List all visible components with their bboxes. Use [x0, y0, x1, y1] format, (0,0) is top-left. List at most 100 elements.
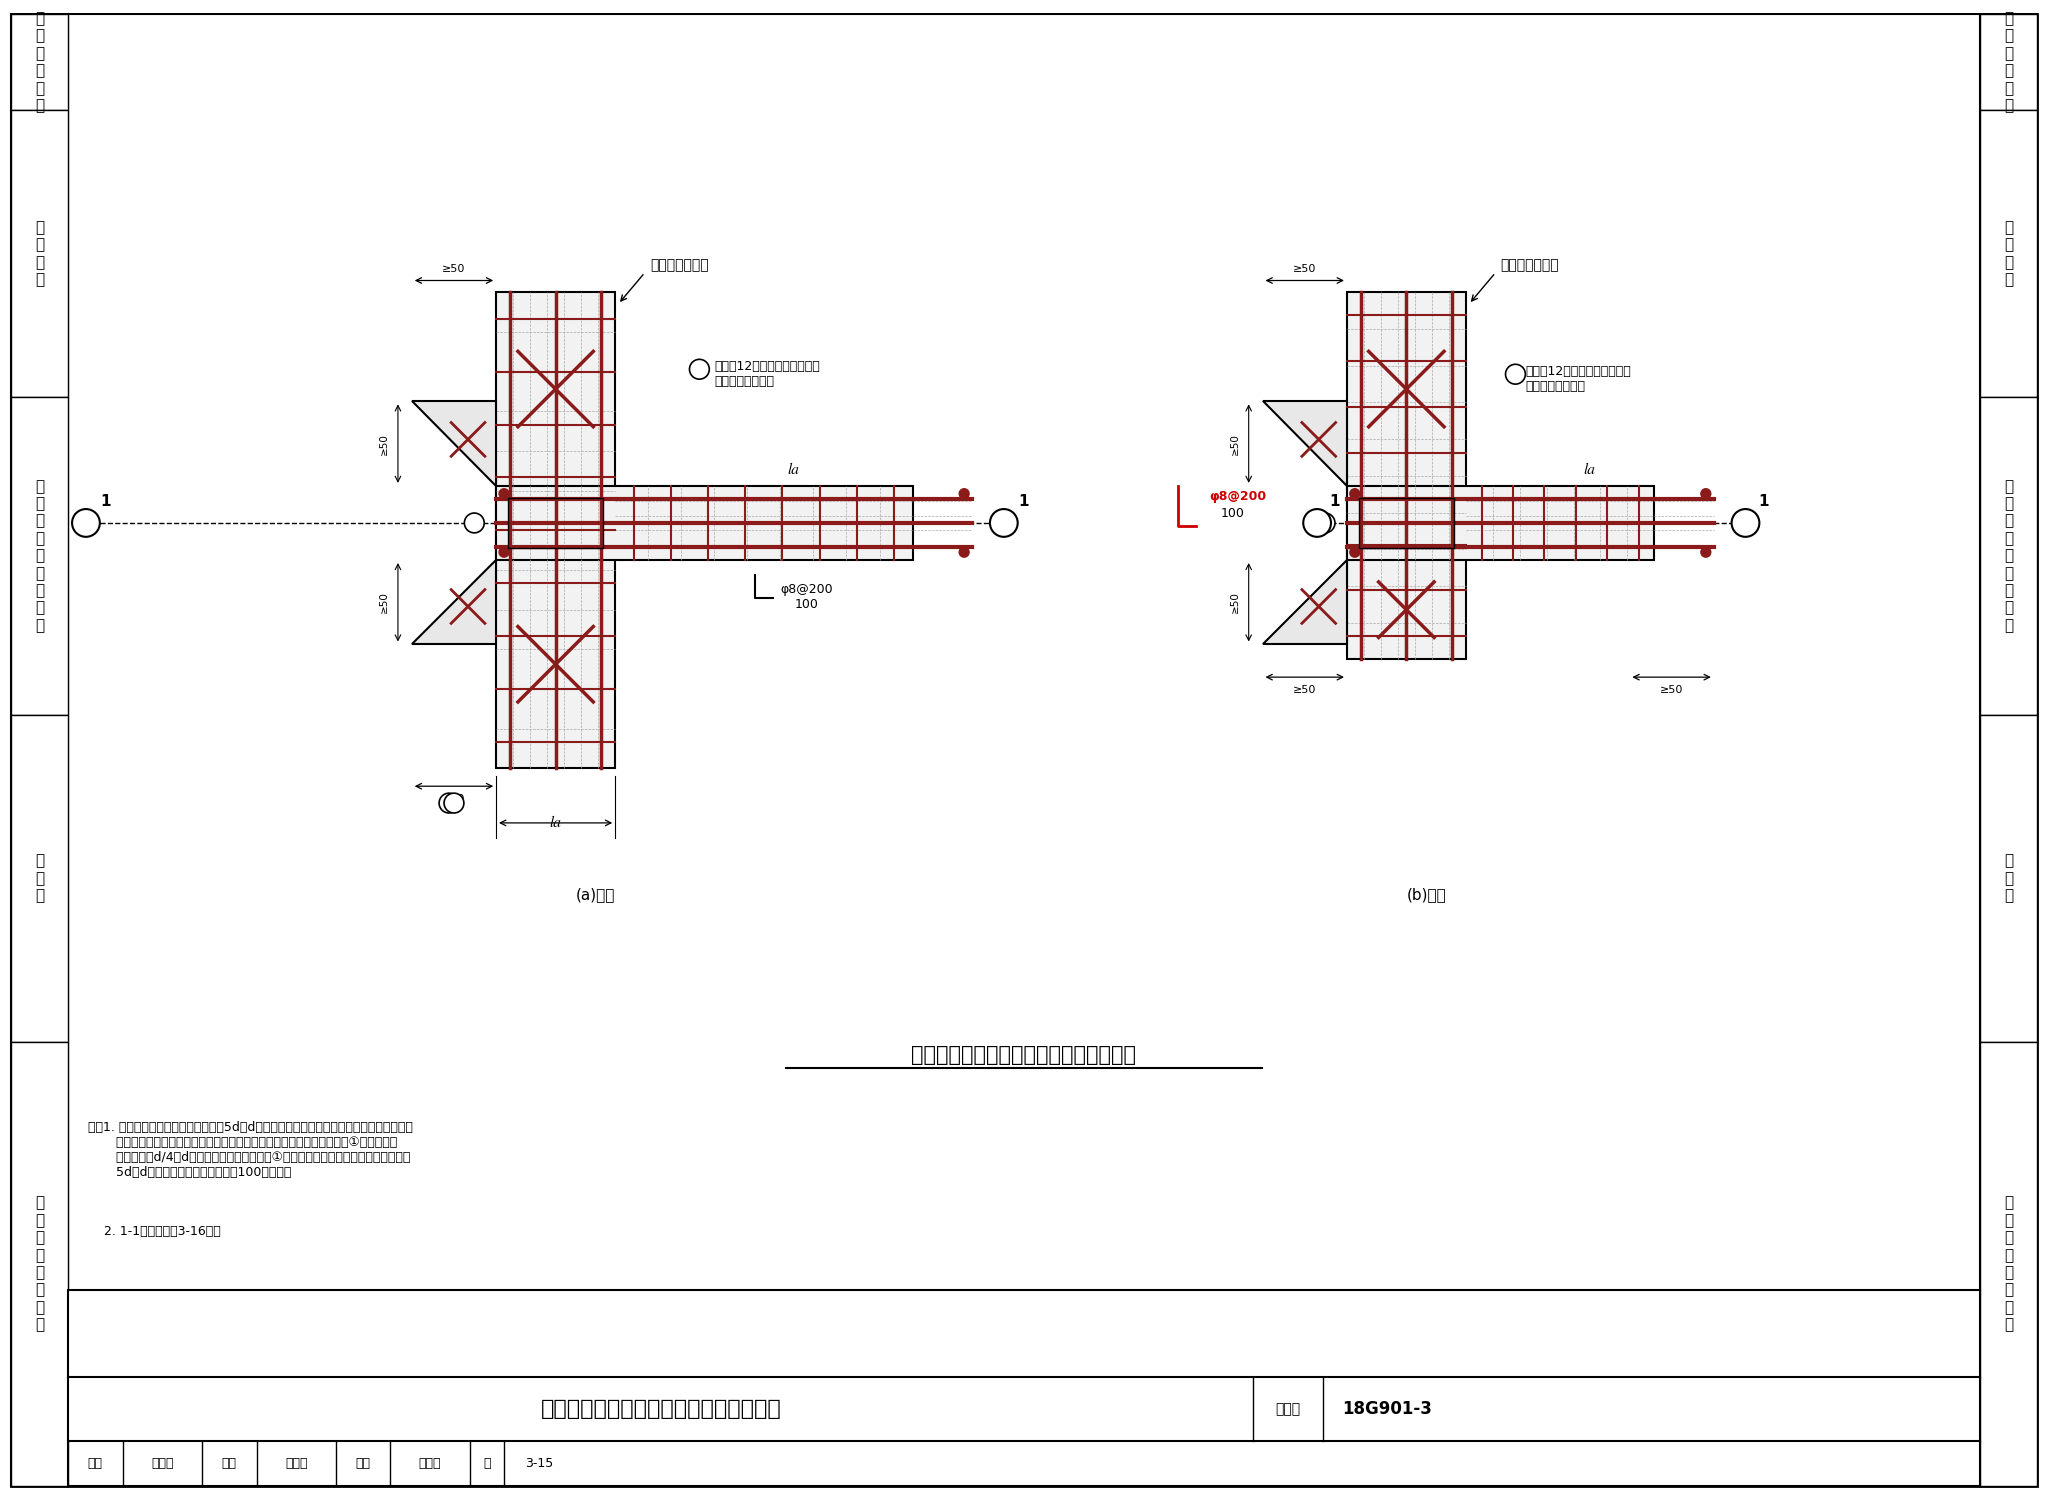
Circle shape: [958, 548, 969, 557]
Bar: [10, 15, 68, 1487]
Text: 直径＞12且不小于柱箍筋直径
间距同柱箍筋间距: 直径＞12且不小于柱箍筋直径 间距同柱箍筋间距: [1526, 365, 1630, 393]
Text: 条
形
基
础
与
筏
形
基
础: 条 形 基 础 与 筏 形 基 础: [35, 479, 43, 632]
Text: 注：1. 柱部分箍筋的保护层厚度不大于5d（d为箍圆钢筋的最大直径）的部位应填空补充箍圈
       区横向钢筋。所补充钢筋的形式同本图中基础梁侧腋部位横向构: 注：1. 柱部分箍筋的保护层厚度不大于5d（d为箍圆钢筋的最大直径）的部位应填空…: [88, 1120, 414, 1178]
Text: 独
立
基
础: 独 立 基 础: [2005, 220, 2013, 287]
Text: (b)角柱: (b)角柱: [1407, 887, 1446, 903]
Text: 一
般
构
造
要
求: 一 般 构 造 要 求: [35, 10, 43, 113]
Text: 黄志刚: 黄志刚: [152, 1457, 174, 1470]
Text: 1: 1: [1741, 516, 1751, 530]
Text: 1: 1: [100, 494, 111, 509]
Text: 设计: 设计: [356, 1457, 371, 1470]
Bar: [10, 397, 68, 714]
Text: ≥50: ≥50: [442, 795, 465, 804]
Text: 与
基
础
有
关
的
构
造: 与 基 础 有 关 的 构 造: [2005, 1195, 2013, 1332]
Circle shape: [958, 488, 969, 498]
Text: ≥50: ≥50: [1229, 591, 1239, 613]
Text: ①: ①: [1321, 518, 1329, 528]
Text: (a)边柱: (a)边柱: [575, 887, 614, 903]
Text: 3-15: 3-15: [524, 1457, 553, 1470]
Text: 端部无外伸基础梁与柱节点钢筋排布构造: 端部无外伸基础梁与柱节点钢筋排布构造: [541, 1399, 780, 1420]
Text: 1: 1: [82, 516, 90, 530]
Text: ≥50: ≥50: [379, 591, 389, 613]
Text: 页: 页: [483, 1457, 492, 1470]
Bar: [496, 485, 913, 559]
Text: ≥50: ≥50: [1292, 684, 1317, 695]
Circle shape: [1505, 365, 1526, 384]
Bar: [508, 497, 604, 548]
Text: 一
般
构
造
要
求: 一 般 构 造 要 求: [2005, 10, 2013, 113]
Bar: [1980, 110, 2038, 397]
Polygon shape: [412, 559, 496, 644]
Circle shape: [1350, 488, 1360, 498]
Text: 审核: 审核: [88, 1457, 102, 1470]
Bar: [1980, 714, 2038, 1042]
Bar: [10, 1042, 68, 1487]
Circle shape: [989, 509, 1018, 537]
Text: 1: 1: [1757, 494, 1769, 509]
Text: 1: 1: [1329, 494, 1339, 509]
Text: 独
立
基
础: 独 立 基 础: [35, 220, 43, 287]
Text: 校对: 校对: [221, 1457, 238, 1470]
Bar: [10, 110, 68, 397]
Text: 100: 100: [1221, 506, 1245, 519]
Text: ①: ①: [1511, 369, 1520, 379]
Bar: [1348, 293, 1466, 659]
Polygon shape: [1262, 402, 1348, 485]
Text: 基础梁侧面钢筋: 基础梁侧面钢筋: [649, 259, 709, 272]
Text: 与
基
础
有
关
的
构
造: 与 基 础 有 关 的 构 造: [35, 1195, 43, 1332]
Text: 图集号: 图集号: [1276, 1402, 1300, 1417]
Text: 李志广: 李志广: [285, 1457, 307, 1470]
Bar: [1980, 15, 2038, 110]
Text: ≥50: ≥50: [1229, 433, 1239, 454]
Text: 直径＞12且不小于柱箍筋直径
间距同柱箍筋间距: 直径＞12且不小于柱箍筋直径 间距同柱箍筋间距: [715, 360, 819, 388]
Circle shape: [1733, 509, 1759, 537]
Circle shape: [1702, 548, 1710, 557]
Circle shape: [1315, 513, 1335, 533]
Text: la: la: [788, 463, 799, 478]
Text: ①: ①: [444, 798, 455, 808]
Bar: [10, 15, 68, 110]
Text: 桩
基
础: 桩 基 础: [35, 853, 43, 903]
Bar: [1980, 1042, 2038, 1487]
Text: ≥50: ≥50: [442, 263, 465, 274]
Bar: [1348, 485, 1655, 559]
Text: la: la: [1583, 463, 1595, 478]
Text: 基础梁侧面钢筋: 基础梁侧面钢筋: [1501, 259, 1559, 272]
Bar: [496, 293, 614, 768]
Text: 条
形
基
础
与
筏
形
基
础: 条 形 基 础 与 筏 形 基 础: [2005, 479, 2013, 632]
Circle shape: [465, 513, 483, 533]
Text: 1: 1: [999, 516, 1010, 530]
Text: ①: ①: [449, 798, 459, 808]
Text: 桩
基
础: 桩 基 础: [2005, 853, 2013, 903]
Text: ≥50: ≥50: [379, 433, 389, 454]
Text: 1: 1: [1313, 516, 1323, 530]
Text: ≥50: ≥50: [1661, 684, 1683, 695]
Circle shape: [444, 793, 465, 812]
Polygon shape: [1262, 559, 1348, 644]
Text: ①: ①: [469, 518, 479, 528]
Text: φ8@200: φ8@200: [1208, 490, 1266, 503]
Text: la: la: [549, 815, 561, 830]
Bar: [68, 1290, 1980, 1487]
Text: 100: 100: [795, 598, 819, 612]
Text: ①: ①: [694, 365, 705, 375]
Bar: [1358, 497, 1454, 548]
Circle shape: [72, 509, 100, 537]
Text: 王怀元: 王怀元: [418, 1457, 440, 1470]
Polygon shape: [412, 402, 496, 485]
Text: 1: 1: [1018, 494, 1028, 509]
Text: 端部无外伸基础梁与柱节点钢筋排布构造: 端部无外伸基础梁与柱节点钢筋排布构造: [911, 1045, 1137, 1065]
Circle shape: [500, 488, 510, 498]
Circle shape: [1702, 488, 1710, 498]
Circle shape: [500, 548, 510, 557]
Bar: [1980, 397, 2038, 714]
Circle shape: [1303, 509, 1331, 537]
Text: 2. 1-1剖面详见第3-16页。: 2. 1-1剖面详见第3-16页。: [88, 1225, 221, 1238]
Circle shape: [438, 793, 459, 812]
Text: 18G901-3: 18G901-3: [1341, 1400, 1432, 1418]
Text: φ8@200: φ8@200: [780, 583, 834, 597]
Text: ≥50: ≥50: [1292, 263, 1317, 274]
Circle shape: [690, 359, 709, 379]
Bar: [10, 714, 68, 1042]
Bar: [1980, 15, 2038, 1487]
